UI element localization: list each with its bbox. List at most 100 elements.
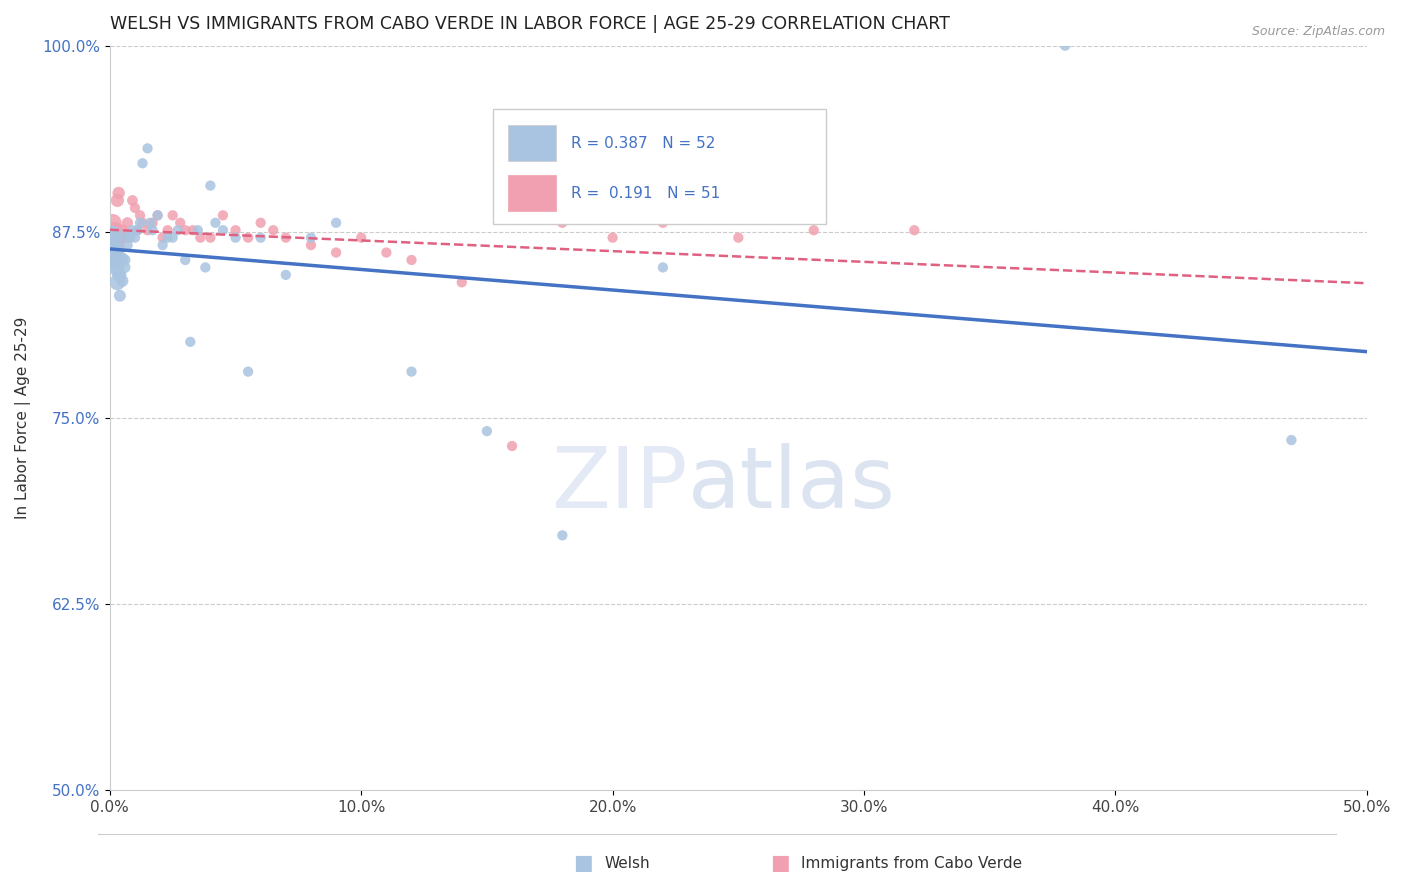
Point <box>225 230 247 244</box>
Point <box>375 245 398 260</box>
Text: ZIP: ZIP <box>551 443 688 526</box>
Point <box>104 230 127 244</box>
Point <box>803 223 825 237</box>
Point <box>142 223 165 237</box>
Point <box>111 274 134 288</box>
Text: R =  0.191   N = 51: R = 0.191 N = 51 <box>571 186 720 201</box>
Point <box>156 230 179 244</box>
Point <box>101 230 124 244</box>
Point <box>194 260 217 275</box>
Point <box>181 223 204 237</box>
Point <box>103 227 125 242</box>
Text: Welsh: Welsh <box>605 856 650 871</box>
Point <box>105 238 128 252</box>
Point <box>131 216 153 230</box>
Point <box>104 244 127 258</box>
Point <box>903 223 925 237</box>
Point <box>166 223 188 237</box>
Point <box>204 216 226 230</box>
Point <box>174 252 197 267</box>
Point <box>1279 433 1302 447</box>
Point <box>103 239 125 253</box>
Point <box>105 260 128 275</box>
Point <box>274 268 297 282</box>
Point <box>299 238 322 252</box>
Point <box>225 223 247 237</box>
Point <box>200 230 222 244</box>
Point <box>262 223 284 237</box>
FancyBboxPatch shape <box>494 109 827 224</box>
Point <box>136 223 159 237</box>
Point <box>156 223 179 237</box>
Point <box>105 259 128 273</box>
Point <box>103 223 125 237</box>
Point <box>105 194 128 208</box>
FancyBboxPatch shape <box>509 125 555 161</box>
Point <box>162 208 184 222</box>
Point <box>475 424 498 438</box>
Point <box>236 230 259 244</box>
Point <box>101 247 124 261</box>
Point <box>114 230 136 244</box>
Point <box>105 275 128 289</box>
Point <box>101 252 124 267</box>
Point <box>401 252 423 267</box>
Point <box>142 216 165 230</box>
Point <box>105 245 128 260</box>
Point <box>146 208 169 222</box>
Y-axis label: In Labor Force | Age 25-29: In Labor Force | Age 25-29 <box>15 317 31 519</box>
Point <box>401 365 423 379</box>
Point <box>651 216 673 230</box>
Point <box>121 223 143 237</box>
Point <box>108 268 131 282</box>
Point <box>131 156 153 170</box>
FancyBboxPatch shape <box>509 175 555 211</box>
Point <box>162 230 184 244</box>
Point <box>124 201 146 215</box>
Text: ■: ■ <box>574 854 593 873</box>
Point <box>1054 38 1077 53</box>
Point <box>152 238 174 252</box>
Point <box>299 230 322 244</box>
Point <box>104 223 127 237</box>
Point <box>121 194 143 208</box>
Point <box>249 216 271 230</box>
Point <box>325 216 347 230</box>
Point <box>117 216 139 230</box>
Point <box>450 275 472 289</box>
Point <box>118 229 141 244</box>
Point <box>501 439 523 453</box>
Text: WELSH VS IMMIGRANTS FROM CABO VERDE IN LABOR FORCE | AGE 25-29 CORRELATION CHART: WELSH VS IMMIGRANTS FROM CABO VERDE IN L… <box>110 15 949 33</box>
Point <box>200 178 222 193</box>
Point <box>127 223 149 237</box>
Point <box>129 208 152 222</box>
Point <box>108 289 131 303</box>
Point <box>249 230 271 244</box>
Point <box>551 528 574 542</box>
Point <box>111 252 134 266</box>
Point <box>274 230 297 244</box>
Point <box>212 223 235 237</box>
Text: ■: ■ <box>770 854 790 873</box>
Point <box>127 223 149 237</box>
Text: atlas: atlas <box>688 443 896 526</box>
Point <box>104 252 127 267</box>
Point <box>117 229 139 244</box>
Point <box>103 238 125 252</box>
Point <box>350 230 373 244</box>
Point <box>129 216 152 230</box>
Point <box>107 186 129 200</box>
Point <box>111 223 134 237</box>
Point <box>146 208 169 222</box>
Point <box>325 245 347 260</box>
Point <box>152 230 174 244</box>
Point <box>114 252 136 267</box>
Text: R = 0.387   N = 52: R = 0.387 N = 52 <box>571 136 716 151</box>
Text: Source: ZipAtlas.com: Source: ZipAtlas.com <box>1251 25 1385 38</box>
Point <box>101 254 124 268</box>
Point <box>136 141 159 155</box>
Point <box>188 230 211 244</box>
Point <box>101 229 124 244</box>
Point <box>179 334 201 349</box>
Text: Immigrants from Cabo Verde: Immigrants from Cabo Verde <box>801 856 1022 871</box>
